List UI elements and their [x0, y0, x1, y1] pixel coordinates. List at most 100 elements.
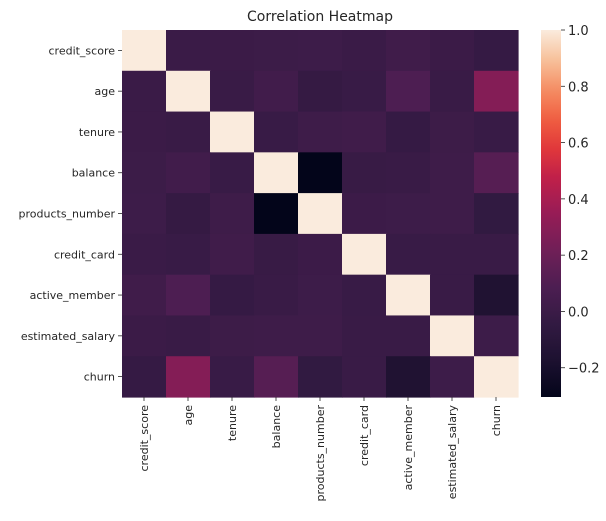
heatmap-cell-credit_score-credit_card	[342, 30, 387, 72]
heatmap-cell-churn-credit_card	[342, 356, 387, 398]
heatmap-cell-tenure-products_number	[298, 111, 343, 153]
heatmap-cell-tenure-estimated_salary	[430, 111, 475, 153]
heatmap-cell-churn-active_member	[386, 356, 431, 398]
x-tick-label-estimated_salary: estimated_salary	[446, 405, 459, 500]
heatmap-cell-credit_score-products_number	[298, 30, 343, 72]
y-tick-label-estimated_salary: estimated_salary	[21, 330, 116, 343]
y-tick-label-balance: balance	[72, 167, 116, 180]
heatmap-cell-credit_score-balance	[254, 30, 299, 72]
x-tick-label-products_number: products_number	[314, 405, 327, 502]
heatmap-cell-tenure-credit_score	[122, 111, 167, 153]
heatmap-cell-churn-tenure	[210, 356, 255, 398]
heatmap-cell-credit_score-tenure	[210, 30, 255, 72]
colorbar	[541, 30, 561, 397]
heatmap-cell-credit_score-age	[166, 30, 211, 72]
heatmap-cell-active_member-estimated_salary	[430, 274, 475, 317]
heatmap-cell-estimated_salary-estimated_salary	[430, 315, 475, 357]
heatmap-cell-age-credit_score	[122, 70, 167, 113]
heatmap-cell-tenure-balance	[254, 111, 299, 153]
heatmap-cell-estimated_salary-churn	[474, 315, 519, 357]
heatmap-cell-tenure-churn	[474, 111, 519, 153]
heatmap-cell-credit_score-active_member	[386, 30, 431, 72]
heatmap-cell-age-tenure	[210, 70, 255, 113]
colorbar-tick-label: 0.8	[568, 80, 589, 95]
heatmap-cell-estimated_salary-age	[166, 315, 211, 357]
heatmap-cell-balance-churn	[474, 152, 519, 194]
heatmap-cell-credit_score-credit_score	[122, 30, 167, 72]
heatmap-cell-age-balance	[254, 70, 299, 113]
heatmap-cell-churn-balance	[254, 356, 299, 398]
heatmap-cell-active_member-tenure	[210, 274, 255, 317]
heatmap-cell-estimated_salary-balance	[254, 315, 299, 357]
heatmap-cell-credit_card-estimated_salary	[430, 233, 475, 276]
y-tick-label-age: age	[95, 85, 116, 98]
x-tick-label-credit_card: credit_card	[358, 405, 371, 466]
heatmap-cell-products_number-estimated_salary	[430, 193, 475, 235]
x-tick-label-active_member: active_member	[402, 405, 415, 491]
heatmap-cell-age-churn	[474, 70, 519, 113]
heatmap-cell-balance-active_member	[386, 152, 431, 194]
heatmap-cell-churn-age	[166, 356, 211, 398]
heatmap-cell-credit_card-balance	[254, 233, 299, 276]
heatmap-cell-age-active_member	[386, 70, 431, 113]
heatmap-cell-active_member-credit_card	[342, 274, 387, 317]
colorbar-tick-label: −0.2	[568, 362, 600, 377]
x-tick-label-tenure: tenure	[226, 405, 239, 441]
heatmap-cell-credit_card-churn	[474, 233, 519, 276]
heatmap-cell-products_number-tenure	[210, 193, 255, 235]
heatmap-cell-active_member-balance	[254, 274, 299, 317]
y-tick-label-credit_card: credit_card	[54, 248, 115, 261]
heatmap-cell-active_member-credit_score	[122, 274, 167, 317]
heatmap-cell-tenure-tenure	[210, 111, 255, 153]
heatmap-cell-active_member-age	[166, 274, 211, 317]
heatmap-cell-credit_card-age	[166, 233, 211, 276]
colorbar-tick-labels: 1.0 0.8 0.6 0.4 0.2 0.0 −0.2	[561, 24, 600, 377]
heatmap-cell-churn-estimated_salary	[430, 356, 475, 398]
heatmap-cell-estimated_salary-products_number	[298, 315, 343, 357]
heatmap-cells	[122, 30, 519, 398]
colorbar-tick-label: 0.6	[568, 137, 589, 152]
heatmap-cell-active_member-products_number	[298, 274, 343, 317]
heatmap-cell-credit_card-active_member	[386, 233, 431, 276]
heatmap-cell-age-credit_card	[342, 70, 387, 113]
y-tick-label-products_number: products_number	[19, 208, 116, 221]
heatmap-cell-estimated_salary-credit_card	[342, 315, 387, 357]
heatmap-cell-balance-credit_card	[342, 152, 387, 194]
heatmap-cell-credit_card-credit_score	[122, 233, 167, 276]
colorbar-tick-label: 1.0	[568, 24, 589, 39]
heatmap-cell-credit_card-products_number	[298, 233, 343, 276]
heatmap-cell-balance-products_number	[298, 152, 343, 194]
heatmap-cell-products_number-age	[166, 193, 211, 235]
chart-title: Correlation Heatmap	[247, 9, 393, 25]
y-tick-label-credit_score: credit_score	[48, 44, 115, 57]
x-tick-labels: credit_score age tenure balance products_num…	[138, 397, 503, 501]
heatmap-cell-balance-credit_score	[122, 152, 167, 194]
heatmap-cell-credit_score-estimated_salary	[430, 30, 475, 72]
heatmap-cell-balance-age	[166, 152, 211, 194]
y-tick-label-active_member: active_member	[30, 289, 116, 302]
y-tick-label-churn: churn	[84, 371, 115, 384]
heatmap-cell-estimated_salary-active_member	[386, 315, 431, 357]
x-tick-label-age: age	[182, 405, 195, 426]
heatmap-cell-churn-credit_score	[122, 356, 167, 398]
heatmap-cell-balance-balance	[254, 152, 299, 194]
heatmap-cell-credit_card-credit_card	[342, 233, 387, 276]
colorbar-tick-label: 0.0	[568, 305, 589, 320]
heatmap-cell-age-age	[166, 70, 211, 113]
heatmap-cell-products_number-churn	[474, 193, 519, 235]
heatmap-cell-tenure-age	[166, 111, 211, 153]
x-tick-label-credit_score: credit_score	[138, 405, 151, 472]
heatmap-cell-active_member-active_member	[386, 274, 431, 317]
heatmap-cell-estimated_salary-tenure	[210, 315, 255, 357]
heatmap-cell-churn-products_number	[298, 356, 343, 398]
heatmap-cell-balance-tenure	[210, 152, 255, 194]
y-tick-label-tenure: tenure	[79, 126, 115, 139]
heatmap-cell-age-products_number	[298, 70, 343, 113]
heatmap-cell-churn-churn	[474, 356, 519, 398]
heatmap-cell-products_number-active_member	[386, 193, 431, 235]
colorbar-tick-label: 0.4	[568, 193, 589, 208]
heatmap-cell-products_number-credit_card	[342, 193, 387, 235]
heatmap-cell-age-estimated_salary	[430, 70, 475, 113]
